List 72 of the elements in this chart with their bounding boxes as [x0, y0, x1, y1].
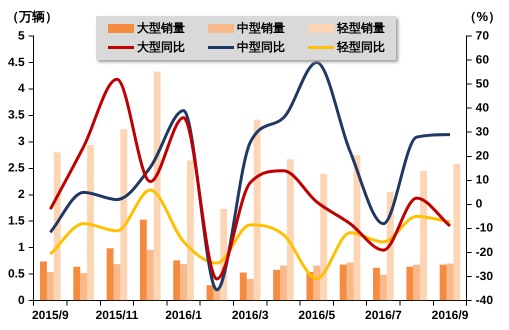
- bar: [114, 264, 120, 300]
- bar: [453, 164, 460, 300]
- bar: [180, 264, 187, 300]
- y-tick-label: 4.5: [8, 54, 25, 69]
- x-tick-label: 2016/5: [298, 308, 336, 322]
- bar: [173, 260, 180, 300]
- bar: [440, 264, 447, 300]
- legend-label: 大型销量: [137, 20, 185, 37]
- bar: [206, 285, 214, 300]
- y2-tick-label: -10: [476, 220, 494, 235]
- bar: [140, 220, 147, 300]
- x-tick-label: 2016/3: [232, 308, 269, 322]
- legend-label: 轻型销量: [337, 20, 385, 37]
- y2-tick-label: 70: [476, 28, 490, 42]
- x-tick-label: 2015/11: [96, 308, 139, 322]
- y-tick-label: 3.5: [8, 108, 25, 122]
- bar: [146, 250, 154, 300]
- y-tick-label: 3: [18, 134, 25, 148]
- y2-tick-label: -30: [476, 268, 494, 283]
- bar: [413, 264, 420, 300]
- y-tick-label: 0: [18, 292, 25, 307]
- line-series: [48, 188, 452, 280]
- y2-tick-label: 40: [476, 100, 490, 114]
- y-tick-label: 1.5: [8, 214, 25, 228]
- bar: [280, 266, 287, 300]
- bar: [120, 129, 128, 300]
- y2-tick-label: -40: [476, 292, 494, 307]
- bar: [380, 274, 387, 300]
- y-tick-label: 2.5: [8, 160, 25, 175]
- bar: [154, 71, 161, 300]
- bar: [406, 266, 414, 300]
- bar: [73, 266, 80, 300]
- bar: [213, 290, 220, 300]
- bar: [187, 160, 194, 300]
- x-tick-label: 2015/9: [32, 308, 70, 322]
- x-tick-label: 2016/7: [365, 308, 402, 322]
- bar: [273, 270, 280, 300]
- x-tick-label: 2016/9: [432, 308, 469, 322]
- y2-tick-label: 50: [476, 76, 490, 90]
- bar: [446, 264, 454, 300]
- y2-tick-label: 20: [476, 148, 490, 163]
- bar: [106, 248, 114, 300]
- legend-label: 中型同比: [237, 39, 285, 56]
- bar: [340, 264, 347, 300]
- y-tick-label: 4: [18, 81, 25, 96]
- y2-tick-label: 30: [476, 124, 490, 139]
- y2-tick-label: 10: [476, 172, 490, 187]
- y-tick-label: 5: [18, 28, 25, 42]
- x-tick-label: 2016/1: [165, 308, 202, 322]
- y2-tick-label: 60: [476, 52, 490, 66]
- bar: [46, 272, 54, 300]
- y2-axis-title: （%）: [463, 8, 501, 26]
- bar: [373, 268, 380, 300]
- bar: [320, 174, 328, 300]
- legend-label: 轻型同比: [337, 39, 385, 56]
- bar: [80, 273, 88, 300]
- y-tick-label: 1: [18, 240, 25, 254]
- bar: [240, 272, 247, 300]
- legend-label: 中型销量: [237, 20, 285, 37]
- y2-tick-label: -20: [476, 244, 494, 259]
- y-tick-label: 2: [18, 187, 25, 202]
- bar: [87, 145, 94, 300]
- bar: [286, 159, 294, 300]
- y-tick-label: 0.5: [8, 266, 25, 280]
- legend-label: 大型同比: [137, 39, 185, 56]
- y2-tick-label: 0: [476, 196, 483, 211]
- bar: [346, 262, 354, 300]
- y-axis-title: （万辆）: [6, 8, 58, 26]
- bar: [254, 120, 260, 300]
- bar: [246, 278, 254, 300]
- bar: [420, 170, 428, 300]
- bar: [40, 261, 47, 300]
